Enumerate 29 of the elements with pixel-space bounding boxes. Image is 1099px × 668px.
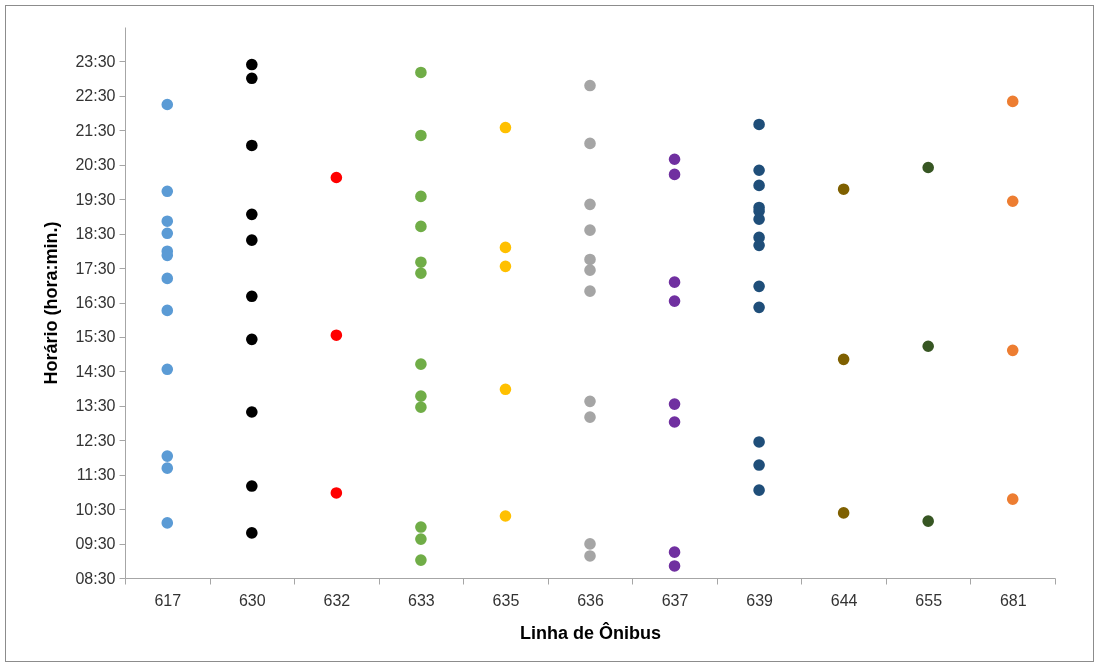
y-tick-label: 19:30 xyxy=(75,190,116,208)
y-tick-label: 08:30 xyxy=(75,569,116,587)
x-tick-label: 617 xyxy=(154,591,182,609)
x-tick-label: 632 xyxy=(323,591,351,609)
y-tick-label: 18:30 xyxy=(75,225,116,243)
y-tick-label: 10:30 xyxy=(75,500,116,518)
y-tick-label: 12:30 xyxy=(75,431,116,449)
y-tick-label: 13:30 xyxy=(75,397,116,415)
x-axis-title: Linha de Ônibus xyxy=(519,621,662,643)
x-tick-label: 655 xyxy=(915,591,943,609)
x-tick-label: 630 xyxy=(238,591,266,609)
y-tick-label: 09:30 xyxy=(75,535,116,553)
y-axis-title: Horário (hora:min.) xyxy=(41,221,62,385)
x-tick-label: 635 xyxy=(492,591,520,609)
y-tick-label: 11:30 xyxy=(76,466,116,484)
y-tick-label: 23:30 xyxy=(75,52,116,70)
y-tick-label: 22:30 xyxy=(75,87,116,105)
y-tick-label: 21:30 xyxy=(75,121,116,139)
y-tick-label: 17:30 xyxy=(75,259,116,277)
x-tick-label: 644 xyxy=(830,591,858,609)
x-tick-label: 637 xyxy=(661,591,689,609)
y-tick-label: 20:30 xyxy=(75,156,116,174)
x-tick-label: 639 xyxy=(746,591,774,609)
x-tick-label: 636 xyxy=(577,591,604,609)
x-tick-label: 681 xyxy=(999,591,1027,609)
x-tick-label: 633 xyxy=(408,591,435,609)
y-tick-label: 14:30 xyxy=(75,362,116,380)
y-tick-label: 16:30 xyxy=(75,294,116,311)
y-tick-label: 15:30 xyxy=(75,328,116,346)
